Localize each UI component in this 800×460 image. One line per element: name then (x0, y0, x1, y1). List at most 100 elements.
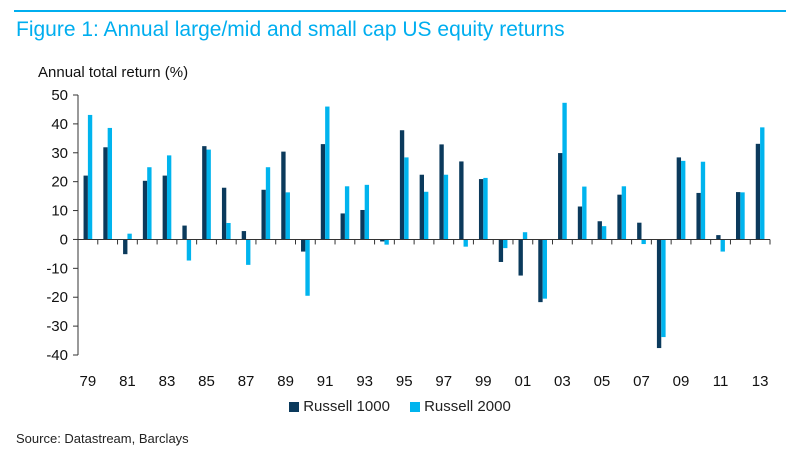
bar-russell-1000-12 (735, 192, 741, 240)
y-axis-label: Annual total return (%) (38, 64, 189, 81)
source-note: Source: Datastream, Barclays (16, 431, 189, 446)
bar-russell-1000-92 (340, 213, 345, 240)
bar-russell-1000-10 (696, 192, 701, 240)
x-tick-label: 09 (673, 373, 690, 390)
bar-russell-2000-12 (740, 192, 745, 240)
bar-russell-1000-11 (716, 235, 721, 240)
bar-russell-1000-96 (419, 174, 424, 240)
y-tick-label: 0 (60, 231, 68, 248)
bar-russell-2000-79 (87, 114, 93, 240)
bar-russell-2000-93 (364, 184, 370, 240)
bar-russell-2000-84 (186, 239, 192, 261)
bar-russell-1000-07 (637, 222, 642, 240)
x-tick-label: 83 (159, 373, 176, 390)
bar-russell-2000-91 (325, 106, 330, 240)
y-tick-label: -20 (46, 289, 68, 306)
x-tick-label: 87 (238, 373, 255, 390)
bar-russell-2000-00 (503, 239, 508, 249)
y-tick-label: 50 (51, 87, 68, 104)
bar-russell-1000-91 (320, 144, 326, 240)
bar-russell-2000-95 (404, 157, 409, 240)
bar-russell-1000-01 (518, 239, 523, 276)
bar-russell-2000-05 (601, 226, 607, 240)
y-tick-label: 20 (51, 174, 68, 191)
bar-russell-1000-81 (123, 239, 128, 255)
bar-russell-2000-04 (582, 186, 587, 240)
bar-russell-1000-90 (301, 239, 306, 252)
bar-russell-1000-93 (360, 209, 365, 240)
legend-swatch-russell-1000 (289, 401, 300, 412)
x-tick-label: 11 (713, 373, 729, 390)
bar-russell-2000-85 (206, 149, 211, 240)
x-tick-label: 13 (752, 373, 769, 390)
bar-russell-1000-84 (182, 225, 187, 240)
legend-item-russell-2000: Russell 2000 (410, 398, 511, 415)
bar-russell-2000-92 (344, 186, 350, 240)
x-tick-label: 81 (119, 373, 136, 390)
bar-russell-2000-87 (246, 239, 251, 265)
bar-russell-2000-06 (621, 186, 627, 240)
bar-russell-2000-94 (384, 239, 389, 245)
bar-russell-1000-79 (83, 175, 88, 240)
y-tick-label: -10 (46, 260, 68, 277)
bar-russell-2000-07 (641, 239, 646, 245)
bar-russell-2000-13 (760, 127, 765, 240)
y-tick-label: -30 (46, 318, 68, 335)
bar-russell-1000-99 (478, 179, 484, 240)
bar-russell-2000-08 (661, 239, 666, 338)
bar-russell-1000-95 (399, 130, 405, 240)
bar-russell-1000-13 (755, 143, 761, 240)
figure-title: Figure 1: Annual large/mid and small cap… (16, 18, 565, 41)
bar-russell-1000-87 (241, 231, 247, 240)
bar-russell-2000-10 (700, 161, 706, 240)
bar-russell-1000-82 (142, 180, 148, 240)
bar-russell-1000-83 (162, 175, 167, 240)
legend-swatch-russell-2000 (410, 401, 421, 412)
x-tick-label: 01 (515, 373, 532, 390)
bar-chart: 50 40 30 20 10 0 -10 -20 -30 -40 79 81 83 85 87 89 91 93 9… (46, 87, 771, 390)
bar-russell-2000-83 (166, 155, 172, 240)
bar-russell-2000-80 (107, 127, 113, 240)
bar-russell-2000-03 (562, 102, 567, 240)
bar-russell-1000-86 (221, 187, 227, 240)
bar-russell-1000-02 (538, 239, 543, 303)
y-tick-label: 30 (51, 145, 68, 162)
bar-russell-2000-11 (720, 239, 725, 252)
x-tick-label: 03 (554, 373, 571, 390)
bar-russell-1000-98 (459, 161, 464, 240)
bar-russell-1000-94 (380, 239, 385, 242)
legend: Russell 1000 Russell 2000 (0, 398, 800, 416)
legend-label-russell-1000: Russell 1000 (303, 398, 390, 415)
bar-russell-1000-03 (558, 153, 563, 240)
x-tick-label: 95 (396, 373, 413, 390)
x-tick-label: 93 (356, 373, 373, 390)
bar-russell-1000-00 (498, 239, 504, 262)
x-tick-label: 07 (633, 373, 650, 390)
bar-russell-2000-99 (483, 177, 488, 240)
top-rule (14, 10, 786, 12)
legend-label-russell-2000: Russell 2000 (424, 398, 511, 415)
x-tick-label: 99 (475, 373, 492, 390)
bar-russell-2000-88 (265, 167, 271, 240)
y-tick-label: 10 (51, 203, 68, 220)
x-tick-label: 79 (80, 373, 97, 390)
bar-russell-1000-97 (439, 144, 444, 240)
bar-russell-1000-06 (617, 194, 622, 240)
bar-russell-2000-82 (147, 167, 152, 240)
bar-russell-2000-90 (305, 239, 310, 296)
bar-russell-2000-89 (285, 192, 290, 240)
x-tick-label: 97 (435, 373, 452, 390)
bar-russell-2000-01 (522, 232, 528, 240)
x-tick-label: 85 (198, 373, 215, 390)
bar-russell-2000-96 (424, 191, 429, 240)
y-tick-label: 40 (51, 116, 68, 133)
y-tick-label: -40 (46, 347, 68, 364)
bar-russell-1000-09 (676, 157, 682, 240)
bar-russell-2000-97 (443, 174, 449, 240)
x-tick-label: 89 (277, 373, 294, 390)
bar-russell-1000-04 (577, 206, 583, 240)
legend-item-russell-1000: Russell 1000 (289, 398, 390, 415)
bar-russell-2000-02 (542, 239, 547, 299)
bar-russell-1000-89 (281, 151, 286, 240)
bar-russell-1000-08 (656, 239, 662, 349)
